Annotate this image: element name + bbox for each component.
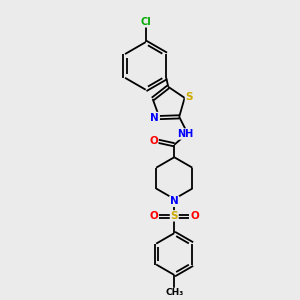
Text: S: S xyxy=(170,211,178,221)
Text: CH₃: CH₃ xyxy=(165,288,183,297)
Text: NH: NH xyxy=(177,129,194,139)
Text: O: O xyxy=(149,212,158,221)
Text: N: N xyxy=(170,196,178,206)
Text: S: S xyxy=(185,92,193,102)
Text: Cl: Cl xyxy=(140,17,151,27)
Text: O: O xyxy=(190,212,199,221)
Text: N: N xyxy=(150,112,159,123)
Text: O: O xyxy=(149,136,158,146)
